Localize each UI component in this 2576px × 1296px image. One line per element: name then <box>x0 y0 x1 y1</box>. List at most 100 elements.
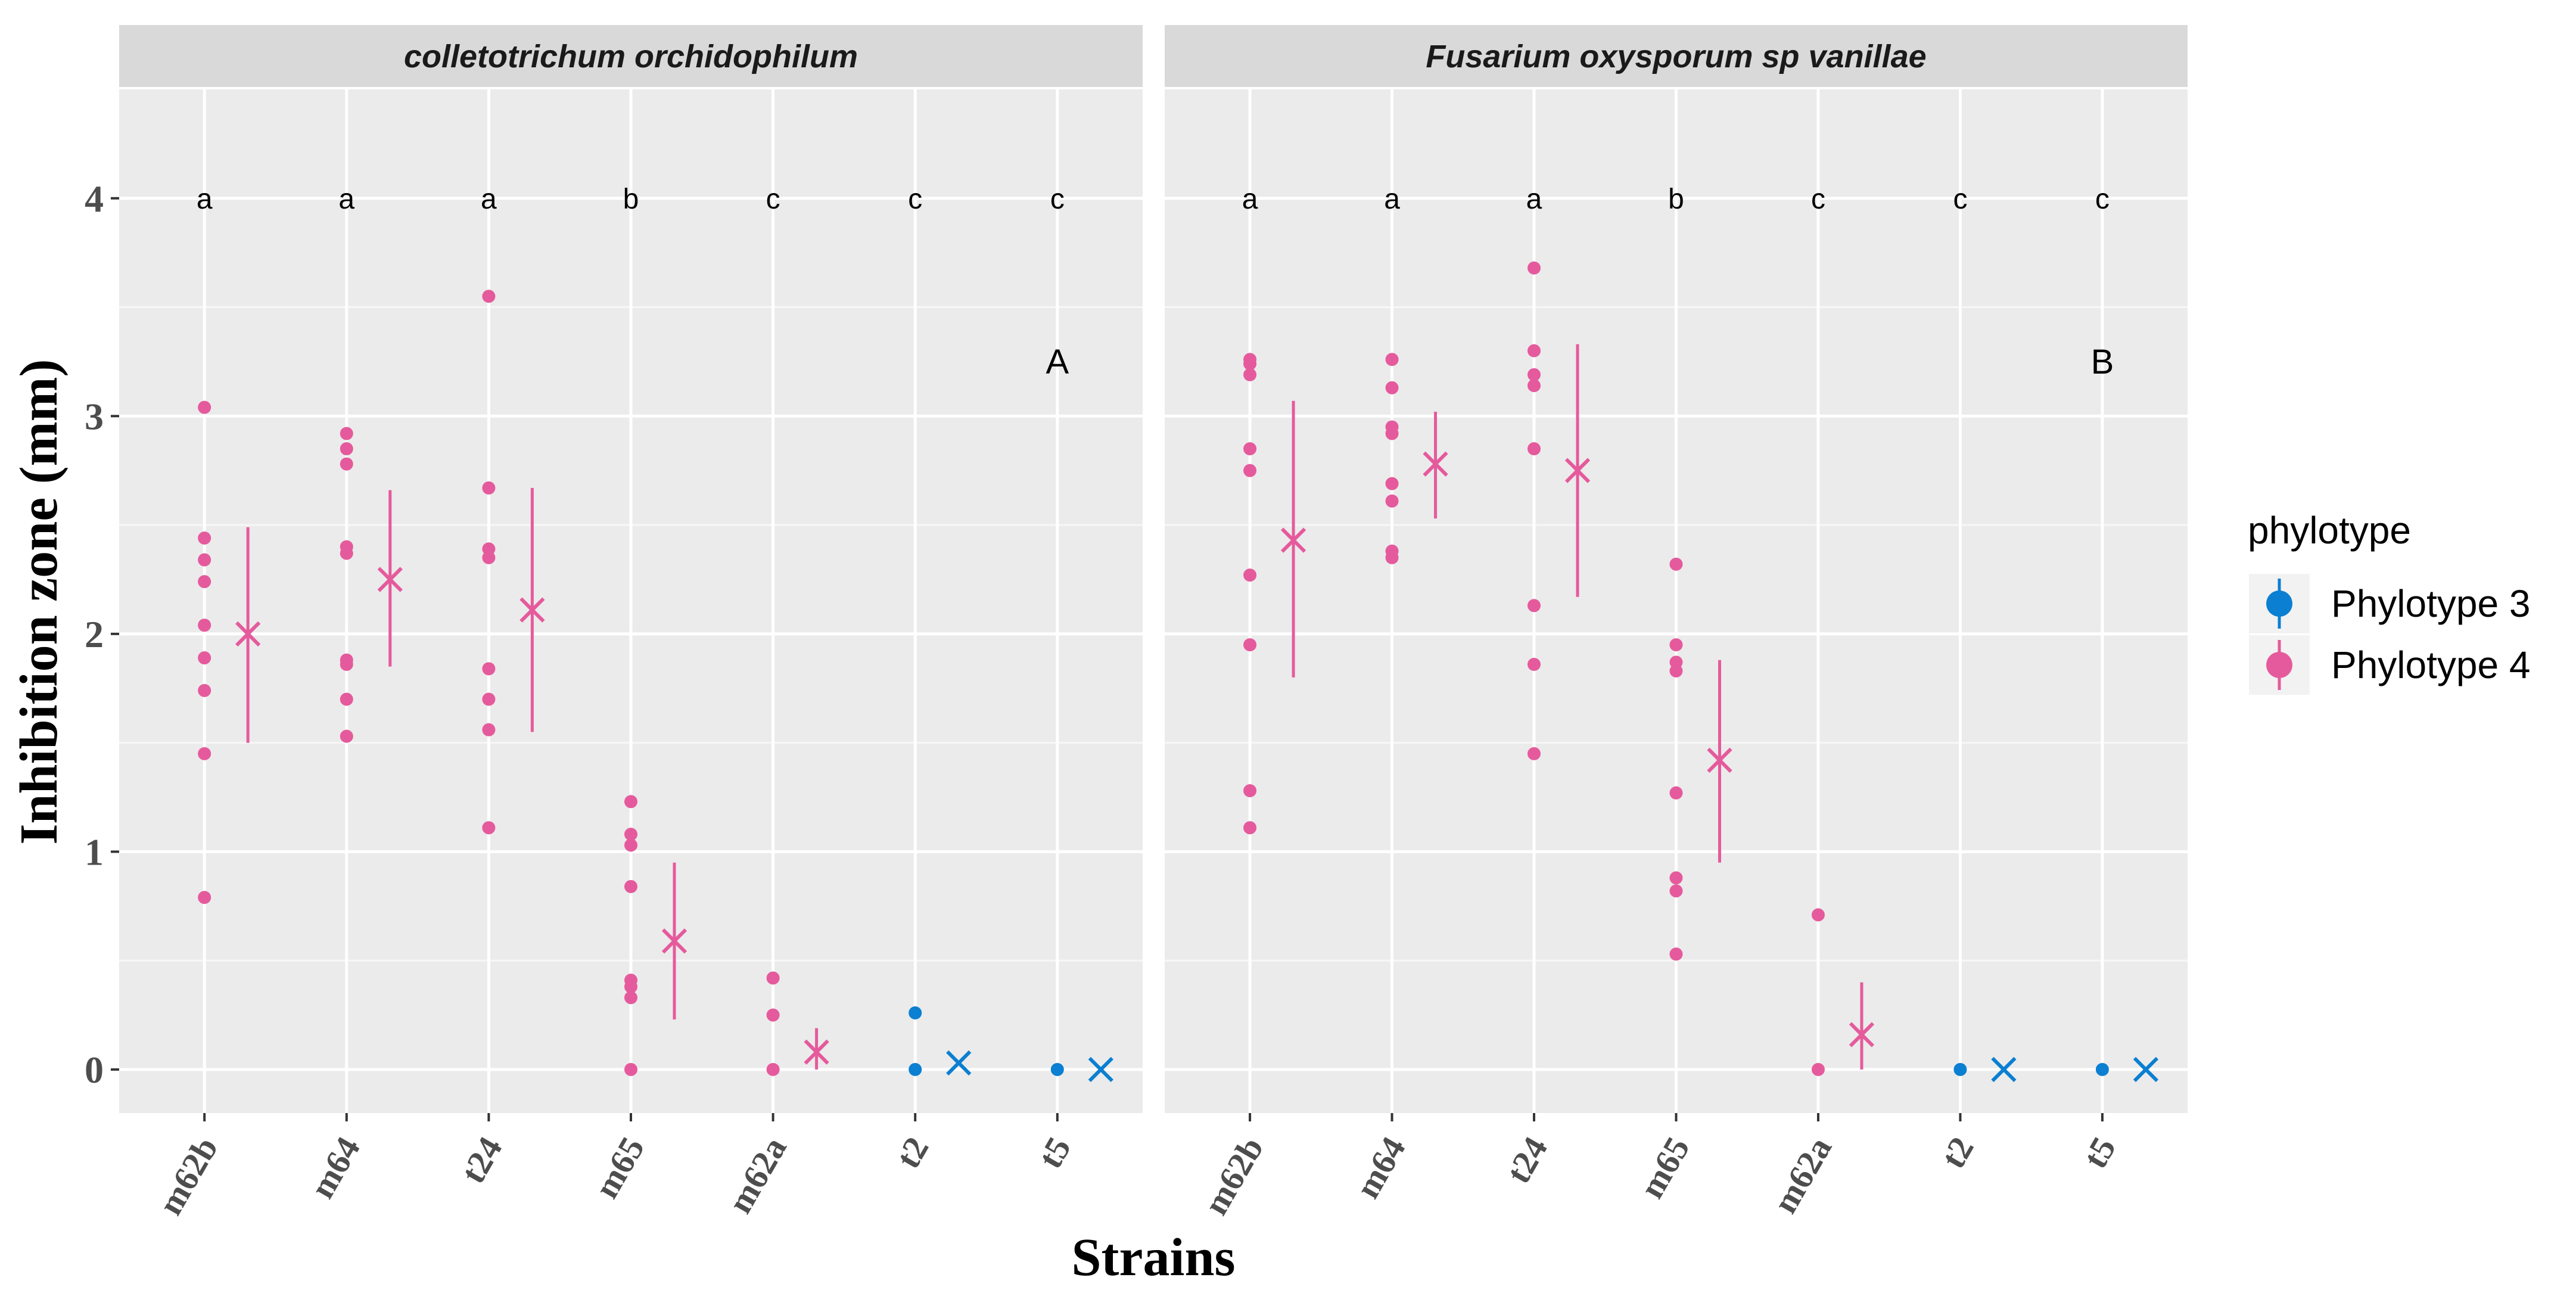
data-point <box>1953 1062 1967 1076</box>
data-point <box>1385 477 1399 490</box>
strip-background <box>119 25 1143 87</box>
mean-marker <box>2133 1056 2159 1083</box>
x-tick-label: m62a <box>1765 1130 1839 1220</box>
significance-letter: c <box>2095 184 2110 215</box>
data-point <box>1243 784 1257 798</box>
mean-marker <box>377 567 403 592</box>
data-point <box>766 1008 780 1022</box>
data-point <box>1385 427 1399 440</box>
legend-label: Phylotype 3 <box>2331 582 2530 625</box>
y-tick-label: 3 <box>85 395 104 437</box>
data-point <box>1811 908 1825 922</box>
data-point <box>198 683 211 697</box>
legend-entry: Phylotype 4 <box>2249 635 2530 695</box>
data-point <box>1385 353 1399 366</box>
y-tick-label: 2 <box>85 613 104 655</box>
x-tick-label: t24 <box>1498 1130 1555 1189</box>
y-axis-label: Inhibition zone (mm) <box>10 359 69 844</box>
data-point <box>766 971 780 985</box>
data-point <box>1669 638 1683 652</box>
x-tick-label: m62b <box>1196 1130 1271 1222</box>
data-point <box>340 658 353 672</box>
data-point <box>1243 357 1257 371</box>
data-point <box>1527 368 1541 381</box>
panel-tag: B <box>2091 343 2114 381</box>
data-point <box>1243 568 1257 582</box>
data-point <box>340 546 353 560</box>
data-point <box>1527 344 1541 358</box>
data-point <box>1527 599 1541 613</box>
x-tick-label: m64 <box>1348 1130 1413 1205</box>
data-point <box>1243 442 1257 456</box>
data-point <box>1527 747 1541 760</box>
y-tick-label: 0 <box>85 1049 104 1091</box>
data-point <box>198 651 211 665</box>
strip-background <box>1165 25 2188 87</box>
data-point <box>482 481 496 495</box>
data-point <box>482 551 496 564</box>
legend: Phylotype 3 Phylotype 4 <box>2249 574 2530 695</box>
mean-marker <box>1280 527 1306 553</box>
data-point <box>198 575 211 589</box>
panel-tag: A <box>1046 343 1069 381</box>
significance-letter: a <box>338 184 354 215</box>
legend-entry: Phylotype 3 <box>2249 574 2530 633</box>
data-point <box>482 692 496 706</box>
significance-letter: c <box>1953 184 1967 215</box>
data-point <box>482 723 496 736</box>
data-point <box>1243 464 1257 477</box>
x-tick-label: m64 <box>303 1130 368 1205</box>
data-point <box>1669 884 1683 898</box>
legend-key-dot <box>2266 590 2292 617</box>
data-point <box>482 662 496 676</box>
data-point <box>624 795 637 809</box>
data-point <box>624 1062 637 1076</box>
x-tick-label: m65 <box>587 1130 652 1205</box>
mean-marker <box>235 621 261 647</box>
data-point <box>1243 368 1257 381</box>
significance-letter: b <box>623 184 639 215</box>
strip-title: colletotrichum orchidophilum <box>404 39 858 74</box>
significance-letter: a <box>1526 184 1542 215</box>
mean-marker <box>1707 747 1732 773</box>
x-tick-label: m65 <box>1632 1130 1697 1205</box>
data-point <box>1527 658 1541 672</box>
panel-1: colletotrichum orchidophilum 0 1 2 3 4 m62b m64… <box>85 25 1143 1222</box>
mean-marker <box>519 597 545 623</box>
data-point <box>2095 1062 2109 1076</box>
x-axis-label: Strains <box>1071 1228 1235 1287</box>
data-point <box>1669 557 1683 571</box>
strip-title: Fusarium oxysporum sp vanillae <box>1426 39 1926 74</box>
data-point <box>909 1062 922 1076</box>
significance-letter: c <box>766 184 780 215</box>
data-point <box>1385 494 1399 508</box>
data-point <box>624 980 637 993</box>
significance-letter: c <box>1050 184 1065 215</box>
significance-letter: c <box>908 184 922 215</box>
data-point <box>1243 638 1257 652</box>
data-point <box>624 838 637 852</box>
data-point <box>1527 261 1541 275</box>
data-point <box>340 442 353 456</box>
mean-marker <box>1564 458 1591 483</box>
significance-letter: a <box>1242 184 1258 215</box>
data-point <box>1243 821 1257 835</box>
x-tick-label: t24 <box>453 1130 510 1189</box>
mean-marker <box>1849 1022 1875 1048</box>
data-point <box>198 531 211 545</box>
data-point <box>1527 379 1541 393</box>
mean-marker <box>1991 1056 2017 1083</box>
data-point <box>1385 381 1399 394</box>
x-tick-label: t2 <box>888 1130 936 1174</box>
panel-2: Fusarium oxysporum sp vanillae m62b m64 t24… <box>1165 25 2188 1222</box>
x-tick-label: m62a <box>720 1130 794 1220</box>
data-point <box>1669 947 1683 961</box>
mean-marker <box>1423 451 1448 477</box>
data-point <box>1527 442 1541 456</box>
y-tick-label: 1 <box>85 831 104 873</box>
data-point <box>909 1006 922 1020</box>
y-tick-label: 4 <box>85 178 104 220</box>
significance-letter: c <box>1811 184 1825 215</box>
